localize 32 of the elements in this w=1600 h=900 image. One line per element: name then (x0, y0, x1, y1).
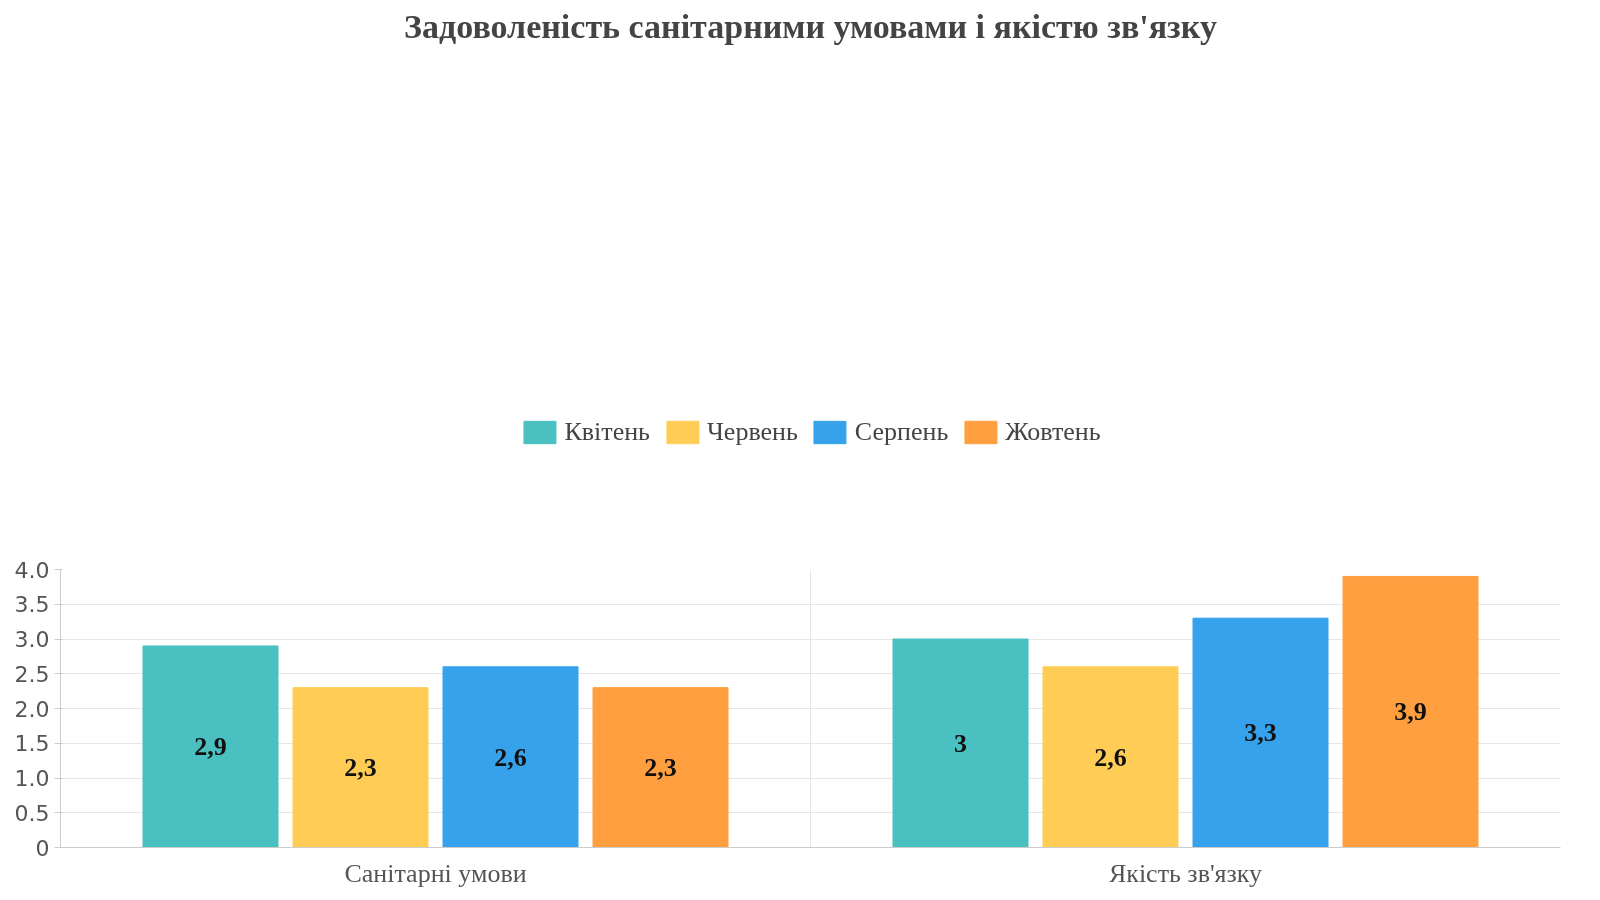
y-tick-label: 1.0 (14, 766, 50, 791)
bar (592, 687, 729, 848)
legend-label: Квітень (564, 416, 650, 447)
data-label: 3,3 (1244, 718, 1277, 748)
bar (1192, 617, 1329, 848)
bar (892, 638, 1029, 848)
legend-label: Серпень (854, 416, 949, 447)
legend-label: Жовтень (1005, 416, 1101, 447)
y-tick-label: 0 (35, 835, 50, 861)
x-tick-label: Санітарні умови (344, 858, 527, 888)
data-label: 2,3 (644, 753, 677, 783)
data-label: 2,6 (1094, 742, 1127, 772)
data-label: 2,6 (494, 742, 527, 772)
y-tick-label: 2.0 (14, 696, 50, 722)
x-tick-label: Якість зв'язку (1108, 858, 1263, 888)
bar (1042, 666, 1179, 848)
chart-title: Задоволеність санітарними умовами і якістю зв'язку (404, 7, 1217, 45)
data-label: 2,3 (344, 753, 377, 783)
y-tick-label: 4.0 (14, 557, 50, 583)
y-tick-label: 3.0 (14, 627, 50, 652)
legend-label: Червень (706, 416, 798, 447)
bar (442, 666, 579, 848)
y-tick-label: 1.5 (14, 731, 50, 757)
bar (292, 687, 429, 848)
data-label: 3,9 (1394, 697, 1427, 727)
y-tick-label: 3.5 (14, 592, 50, 618)
data-label: 2,9 (194, 732, 227, 762)
y-tick-label: 2.5 (14, 661, 50, 687)
bar (142, 645, 279, 848)
data-label: 3 (954, 728, 967, 758)
y-tick-label: 0.5 (14, 800, 50, 826)
bar (1342, 575, 1479, 848)
